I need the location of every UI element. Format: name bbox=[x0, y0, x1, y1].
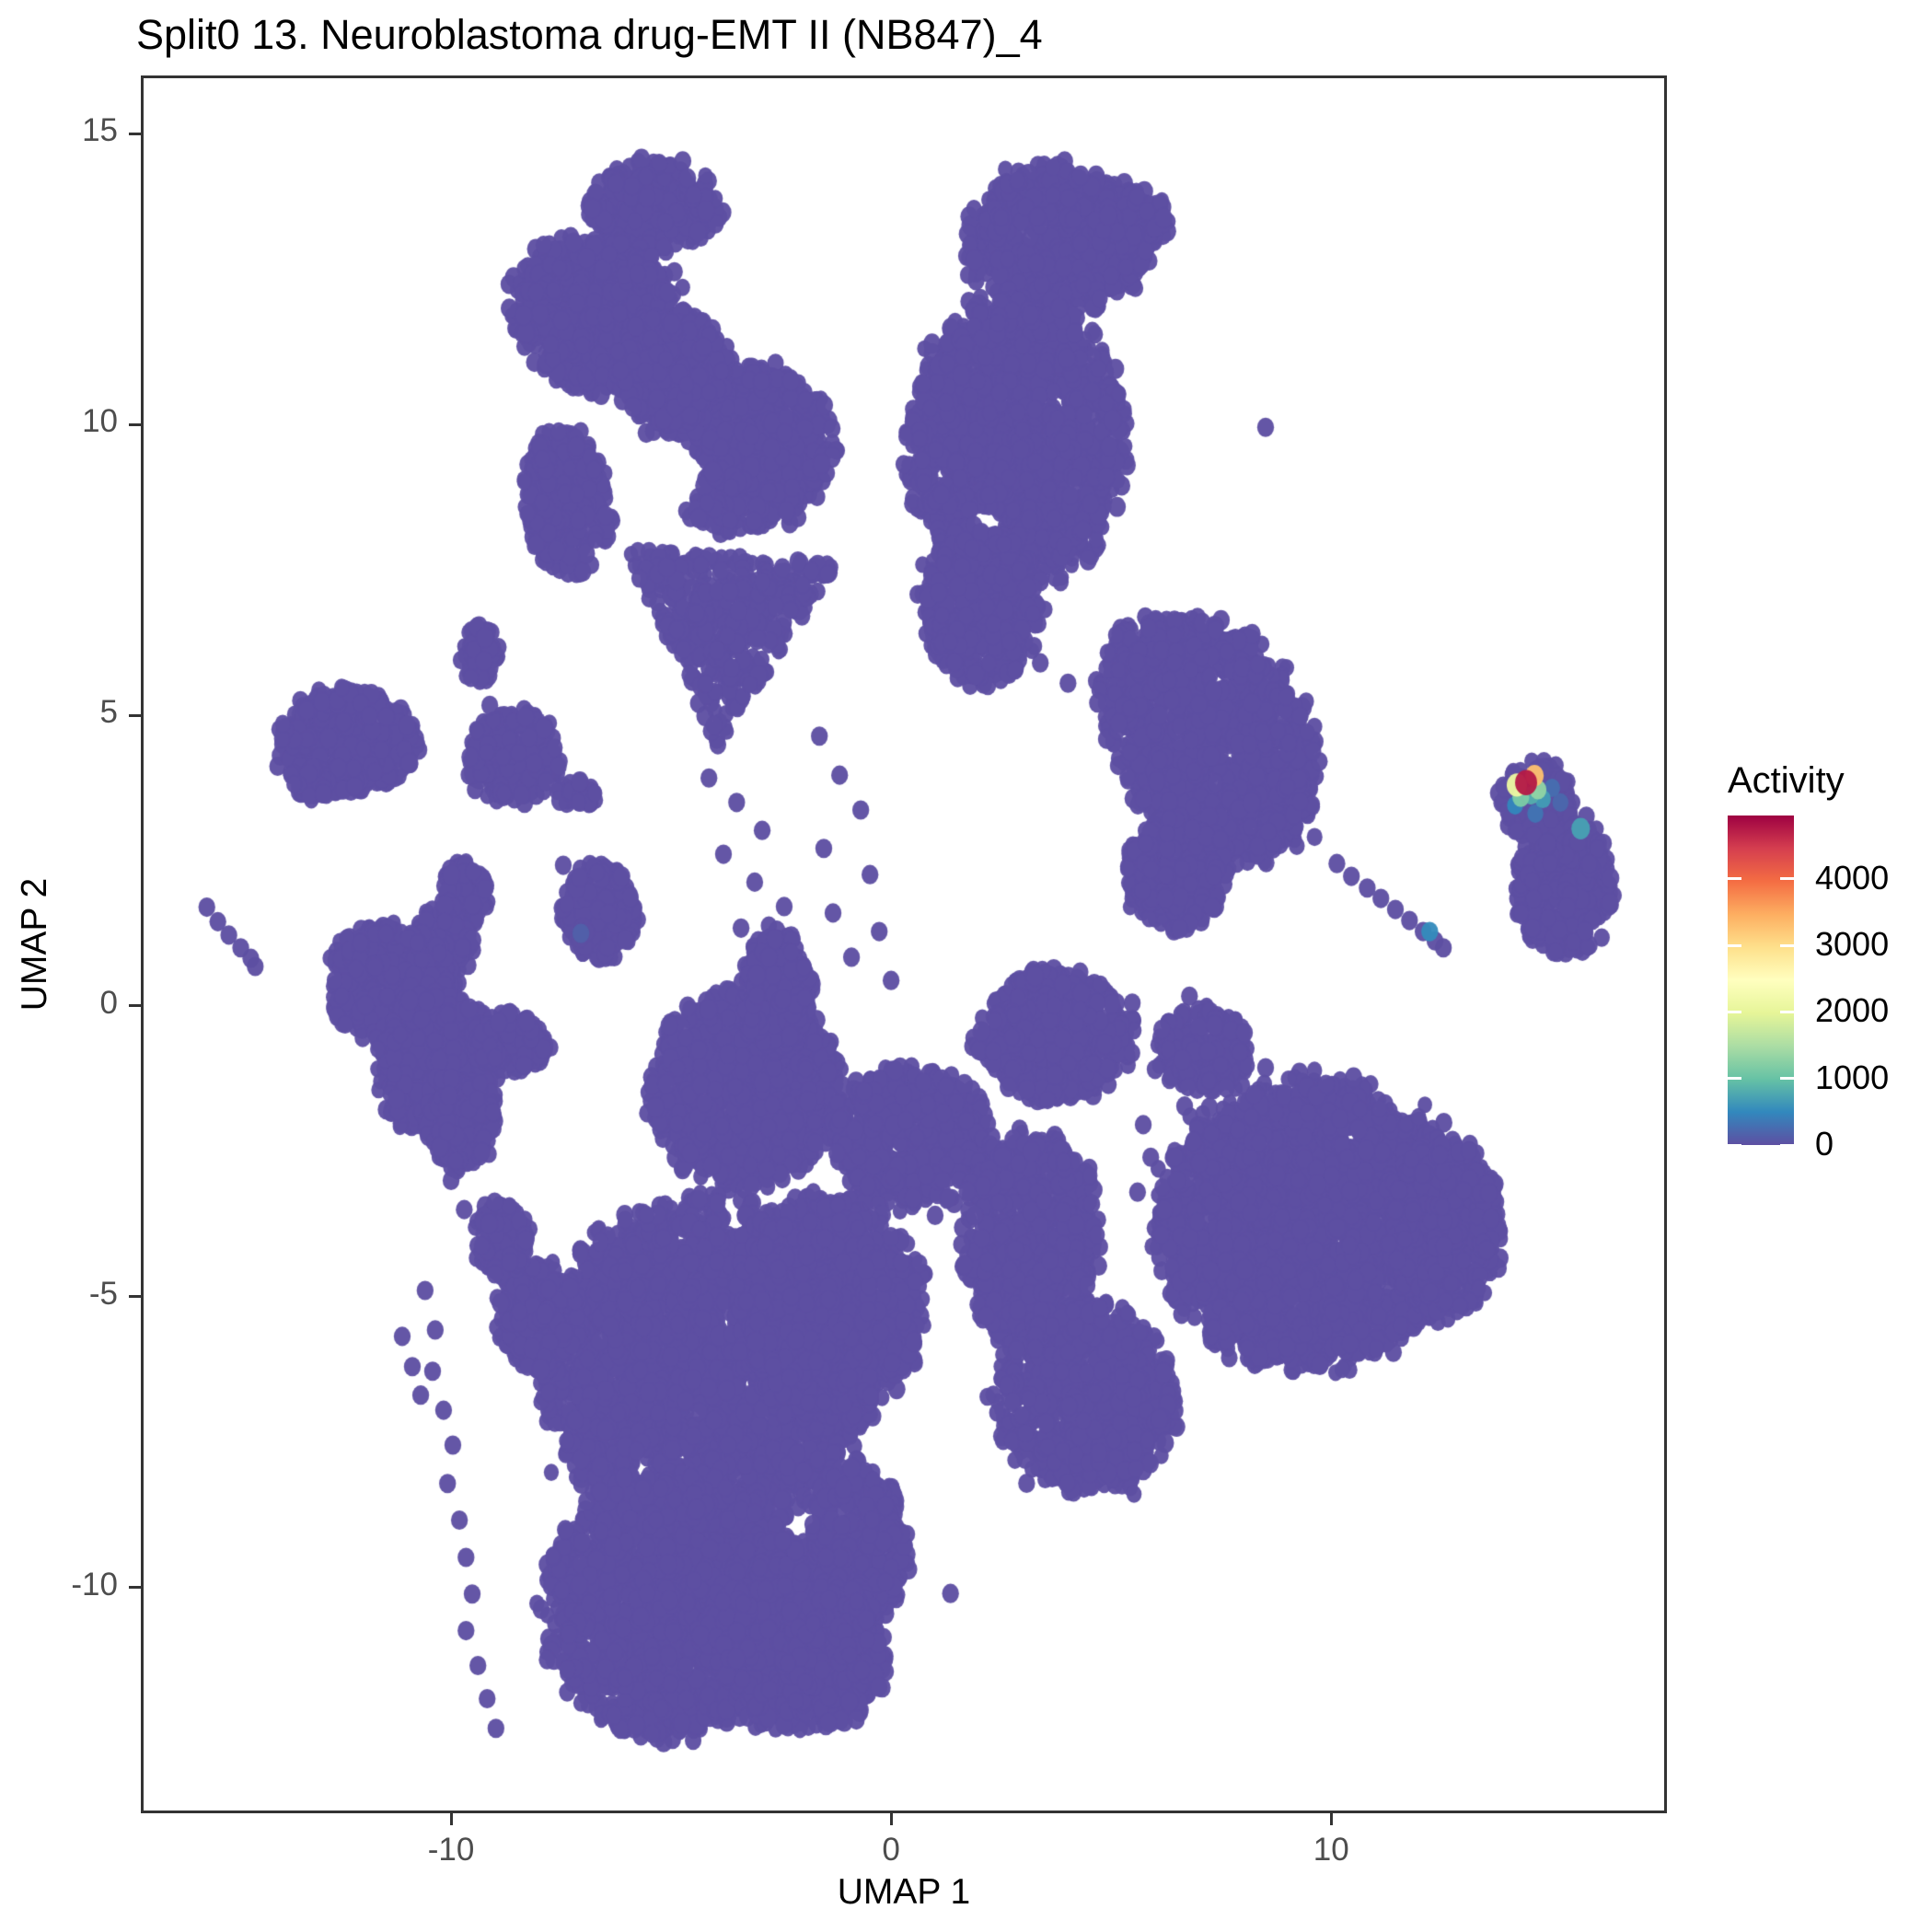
x-tick-mark bbox=[449, 1813, 453, 1825]
y-tick-label: 10 bbox=[82, 403, 118, 440]
legend-tick-label: 1000 bbox=[1815, 1058, 1890, 1096]
y-tick-label: 15 bbox=[82, 112, 118, 149]
y-tick-mark bbox=[129, 1004, 141, 1008]
y-tick-mark bbox=[129, 1586, 141, 1590]
x-axis-title: UMAP 1 bbox=[837, 1872, 971, 1912]
y-tick-label: -5 bbox=[88, 1275, 118, 1312]
y-tick-mark bbox=[129, 132, 141, 135]
legend-tick-label: 0 bbox=[1815, 1125, 1834, 1163]
y-tick-label: -10 bbox=[71, 1566, 118, 1602]
legend-tick-mark bbox=[1728, 1077, 1741, 1081]
legend-tick-label: 3000 bbox=[1815, 925, 1890, 964]
legend-tick-label: 2000 bbox=[1815, 991, 1890, 1030]
legend-tick-mark bbox=[1780, 943, 1794, 947]
legend-title: Activity bbox=[1728, 760, 1845, 801]
legend-colorbar bbox=[1728, 816, 1794, 1145]
y-tick-mark bbox=[129, 713, 141, 717]
legend-tick-mark bbox=[1728, 1010, 1741, 1013]
x-tick-label: 10 bbox=[1313, 1832, 1349, 1868]
x-tick-label: -10 bbox=[427, 1832, 475, 1868]
legend-tick-mark bbox=[1780, 1077, 1794, 1081]
legend-tick-mark bbox=[1780, 1010, 1794, 1013]
x-tick-label: 0 bbox=[882, 1832, 900, 1868]
legend-tick-mark bbox=[1728, 943, 1741, 947]
y-tick-mark bbox=[129, 1295, 141, 1299]
legend-tick-mark bbox=[1728, 1143, 1741, 1147]
legend-tick-mark bbox=[1780, 1143, 1794, 1147]
y-tick-label: 5 bbox=[99, 694, 118, 731]
legend-tick-mark bbox=[1780, 877, 1794, 881]
umap-scatter-canvas bbox=[141, 75, 1667, 1813]
x-tick-mark bbox=[889, 1813, 893, 1825]
chart-title: Split0 13. Neuroblastoma drug-EMT II (NB… bbox=[136, 11, 1043, 58]
y-tick-mark bbox=[129, 422, 141, 426]
legend-tick-mark bbox=[1728, 877, 1741, 881]
legend-tick-label: 4000 bbox=[1815, 858, 1890, 897]
y-tick-label: 0 bbox=[99, 984, 118, 1021]
x-tick-mark bbox=[1329, 1813, 1333, 1825]
